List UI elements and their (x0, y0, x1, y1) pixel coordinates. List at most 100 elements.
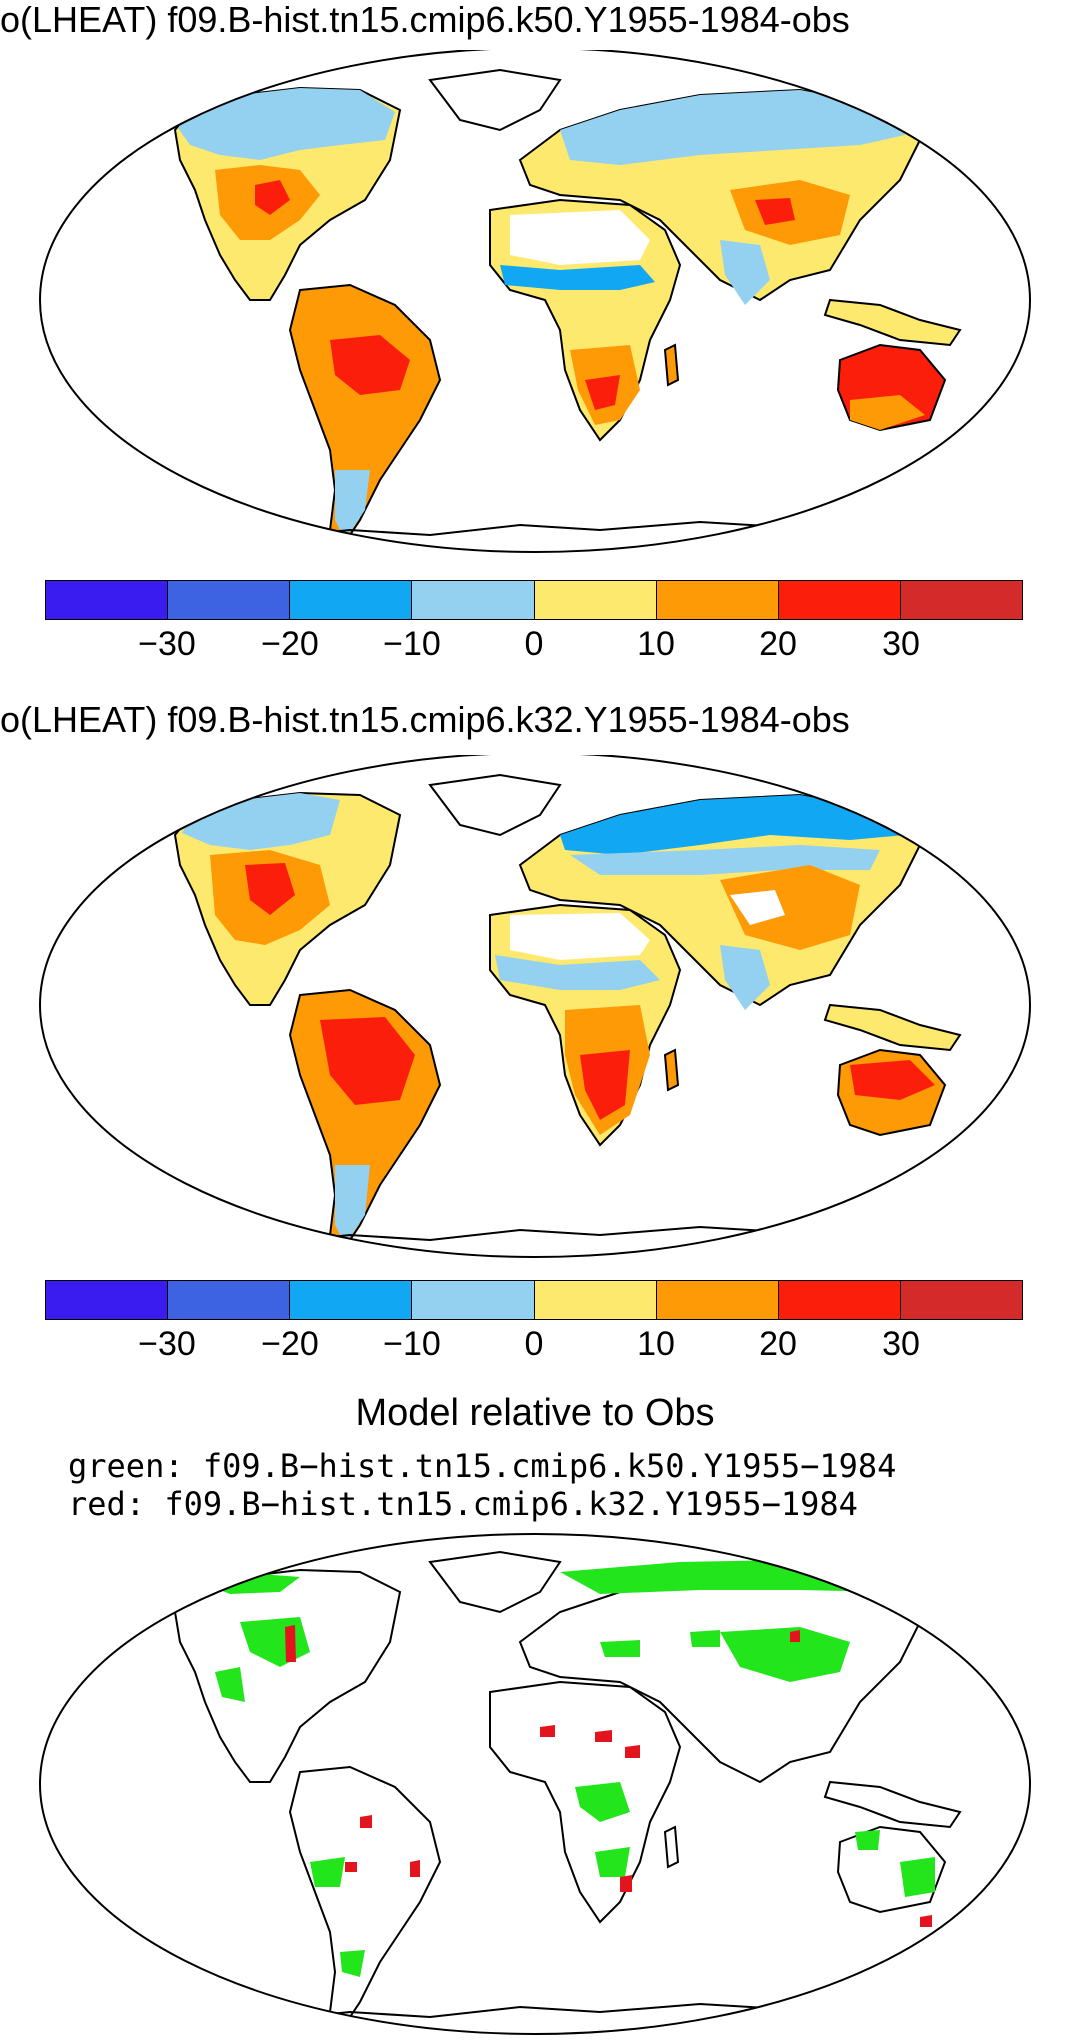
colorbar-cell (778, 581, 901, 619)
red-patches (285, 1625, 932, 1927)
tick-label: −20 (261, 625, 319, 663)
colorbar-cell (412, 581, 535, 619)
sahara-white (510, 913, 650, 960)
legend-red: red: f09.B−hist.tn15.cmip6.k32.Y1955−198… (68, 1485, 858, 1523)
green-patch (310, 1857, 345, 1887)
tick-label: 10 (637, 625, 675, 663)
sahara-white (510, 210, 650, 265)
tick-label: −30 (138, 1325, 196, 1363)
tick-label: −20 (261, 1325, 319, 1363)
na-red (245, 863, 295, 915)
green-patch (340, 1950, 365, 1977)
south-america (288, 1765, 442, 2034)
green-patch (595, 1847, 630, 1877)
red-patch (345, 1862, 357, 1872)
panel3-map (39, 1533, 1031, 2035)
africa-red (585, 375, 620, 410)
se-asia-islands (823, 1780, 962, 1829)
asia-white (730, 890, 785, 925)
sahel-blue (500, 265, 655, 290)
tick-label: 20 (759, 1325, 797, 1363)
madagascar (663, 343, 680, 387)
tick-label: 10 (637, 1325, 675, 1363)
se-asia-islands (823, 298, 962, 347)
se-asia-islands (823, 1003, 962, 1052)
panel1-colorbar-ticks: −30 −20 −10 0 10 20 30 (0, 625, 1070, 665)
greenland (428, 1550, 562, 1614)
colorbar-cell (778, 1281, 901, 1319)
green-patch (690, 1630, 720, 1647)
panel2-colorbar-ticks: −30 −20 −10 0 10 20 30 (0, 1325, 1070, 1365)
asia-orange (720, 865, 860, 950)
tick-label: −10 (383, 625, 441, 663)
colorbar-cell (46, 1281, 169, 1319)
sa-red (330, 335, 410, 395)
tick-label: −10 (383, 1325, 441, 1363)
australia-orange (850, 395, 925, 430)
north-america (173, 1568, 402, 1783)
red-patch (625, 1745, 640, 1758)
sa-south-blue (335, 1165, 370, 1245)
red-patch (595, 1730, 612, 1742)
red-patch (410, 1860, 420, 1877)
colorbar-cell (46, 581, 169, 619)
madagascar (663, 1825, 680, 1869)
red-patch (790, 1630, 800, 1642)
africa-red (580, 1050, 630, 1120)
red-patch (360, 1815, 372, 1828)
na-red-spot (255, 180, 290, 215)
tick-label: 30 (882, 1325, 920, 1363)
colorbar-cell (168, 1281, 291, 1319)
panel1-map (39, 50, 1031, 553)
colorbar-cell (534, 1281, 657, 1319)
colorbar-cell (290, 1281, 413, 1319)
green-patch (900, 1857, 935, 1897)
colorbar-cell (168, 581, 291, 619)
colorbar-cell (656, 581, 779, 619)
new-zealand (948, 1128, 982, 1157)
india-blue (720, 240, 770, 305)
colorbar-cell (900, 1281, 1022, 1319)
sa-south-blue (335, 470, 370, 540)
green-patch (600, 1640, 640, 1657)
green-patch (215, 1667, 245, 1702)
green-patch (560, 1560, 890, 1594)
new-zealand (948, 423, 982, 452)
south-america (288, 283, 442, 552)
panel2-map (39, 755, 1031, 1258)
eurasia-north-blue (560, 90, 905, 165)
madagascar (663, 1048, 680, 1092)
green-patch (855, 1830, 880, 1850)
tick-label: 0 (524, 1325, 544, 1363)
panel3-title: Model relative to Obs (355, 1392, 715, 1434)
legend-green: green: f09.B−hist.tn15.cmip6.k50.Y1955−1… (68, 1447, 897, 1485)
sa-red (320, 1017, 415, 1105)
colorbar-cell (900, 581, 1022, 619)
colorbar-cell (412, 1281, 535, 1319)
red-patch (285, 1625, 296, 1662)
greenland (428, 68, 562, 132)
tick-label: 20 (759, 625, 797, 663)
panel2-colorbar (45, 1280, 1023, 1320)
tick-label: 30 (882, 625, 920, 663)
sahel-blue (495, 955, 660, 990)
red-patch (620, 1875, 632, 1892)
colorbar-cell (290, 581, 413, 619)
asia-red (755, 198, 795, 225)
australia-red (850, 1060, 935, 1100)
colorbar-cell (534, 581, 657, 619)
tick-label: 0 (524, 625, 544, 663)
green-patch (575, 1782, 630, 1822)
greenland (428, 773, 562, 837)
red-patch (540, 1725, 555, 1737)
panel1-title: o(LHEAT) f09.B-hist.tn15.cmip6.k50.Y1955… (0, 0, 850, 40)
india-blue (720, 945, 770, 1010)
panel1-colorbar (45, 580, 1023, 620)
na-north-blue (178, 88, 395, 160)
colorbar-cell (656, 1281, 779, 1319)
eurasia-north-blue (560, 795, 905, 855)
green-patch (720, 1627, 850, 1682)
red-patch (920, 1915, 932, 1927)
panel2-title: o(LHEAT) f09.B-hist.tn15.cmip6.k32.Y1955… (0, 699, 850, 740)
tick-label: −30 (138, 625, 196, 663)
